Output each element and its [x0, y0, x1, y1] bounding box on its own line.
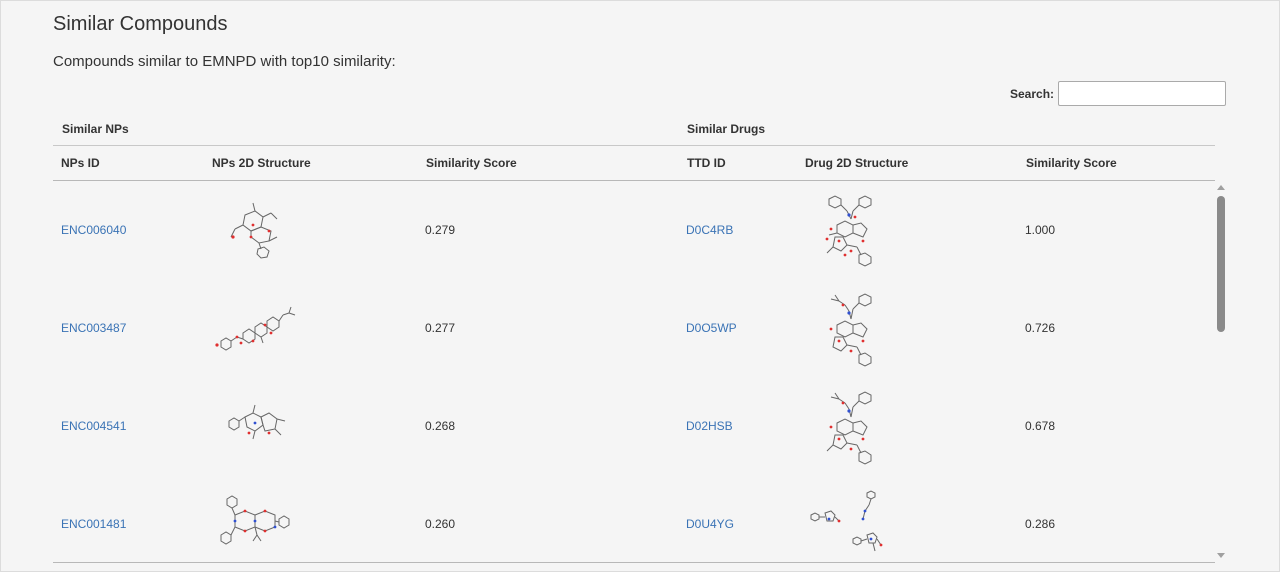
table-scrollbar[interactable] [1215, 181, 1227, 562]
table-row: ENC003487 0.277 D0O5WP [53, 279, 1215, 377]
drug-similarity-score: 0.726 [1025, 321, 1056, 335]
drug-structure-image [826, 391, 872, 465]
group-header-drugs: Similar Drugs [687, 122, 766, 136]
drug-structure-image [810, 490, 883, 552]
page-title: Similar Compounds [53, 13, 228, 35]
np-structure-image [215, 306, 296, 351]
drug-similarity-score: 0.678 [1025, 419, 1056, 433]
np-id-link[interactable]: ENC001481 [61, 517, 127, 531]
col-header-ttd-id[interactable]: TTD ID [687, 156, 726, 170]
np-id-link[interactable]: ENC006040 [61, 223, 127, 237]
col-header-nps-structure[interactable]: NPs 2D Structure [212, 156, 311, 170]
col-header-drug-structure[interactable]: Drug 2D Structure [805, 156, 909, 170]
triangle-down-icon[interactable] [1217, 553, 1225, 558]
table-body: ENC006040 0.279 D0C4RB [53, 181, 1215, 562]
np-similarity-score: 0.277 [425, 321, 456, 335]
np-similarity-score: 0.260 [425, 517, 456, 531]
ttd-id-link[interactable]: D02HSB [686, 419, 733, 433]
np-structure-image [230, 202, 278, 259]
search-area: Search: [1010, 80, 1227, 107]
drug-structure-image [829, 293, 872, 367]
np-structure-image [220, 495, 290, 545]
np-structure-image [228, 404, 286, 440]
table-column-header: NPs ID NPs 2D Structure Similarity Score… [53, 146, 1215, 181]
drug-similarity-score: 1.000 [1025, 223, 1056, 237]
np-similarity-score: 0.279 [425, 223, 456, 237]
search-input[interactable] [1058, 81, 1227, 106]
triangle-up-icon[interactable] [1217, 185, 1225, 190]
table-bottom-border [53, 562, 1215, 563]
table-group-header: Similar NPs Similar Drugs [53, 116, 1215, 146]
drug-similarity-score: 0.286 [1025, 517, 1056, 531]
col-header-nps-id[interactable]: NPs ID [61, 156, 100, 170]
np-id-link[interactable]: ENC004541 [61, 419, 127, 433]
col-header-nps-score[interactable]: Similarity Score [426, 156, 517, 170]
col-header-drug-score[interactable]: Similarity Score [1026, 156, 1117, 170]
group-header-nps: Similar NPs [62, 122, 129, 136]
search-label: Search: [1010, 86, 1055, 101]
np-similarity-score: 0.268 [425, 419, 456, 433]
np-id-link[interactable]: ENC003487 [61, 321, 127, 335]
scrollbar-thumb[interactable] [1217, 196, 1225, 332]
drug-structure-image [825, 195, 872, 267]
table-row: ENC001481 0.260 D0U4YG [53, 475, 1215, 562]
table-row: ENC004541 0.268 D02HSB [53, 377, 1215, 475]
table-row: ENC006040 0.279 D0C4RB [53, 181, 1215, 279]
ttd-id-link[interactable]: D0O5WP [686, 321, 737, 335]
page-subtitle: Compounds similar to EMNPD with top10 si… [53, 53, 396, 70]
ttd-id-link[interactable]: D0U4YG [686, 517, 735, 531]
ttd-id-link[interactable]: D0C4RB [686, 223, 734, 237]
